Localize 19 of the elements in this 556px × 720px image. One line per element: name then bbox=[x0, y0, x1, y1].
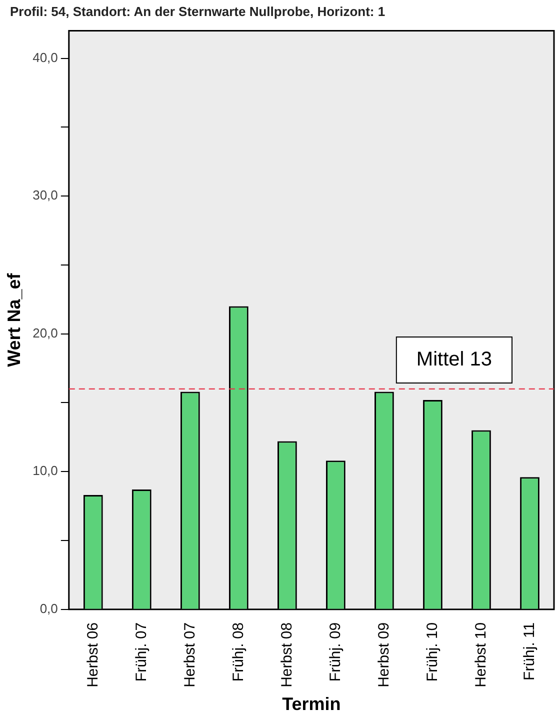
x-tick-label: Herbst 09 bbox=[375, 622, 392, 688]
x-tick-label: Frühj. 11 bbox=[520, 622, 538, 680]
x-tick-label: Herbst 08 bbox=[278, 622, 296, 688]
x-tick-label: Frühj. 09 bbox=[326, 622, 344, 682]
y-axis-title: Wert Na_ef bbox=[4, 272, 24, 367]
x-axis-title: Termin bbox=[282, 694, 341, 714]
y-tick-label: 40,0 bbox=[32, 50, 58, 65]
x-tick-label: Herbst 06 bbox=[84, 622, 102, 688]
y-tick-label: 10,0 bbox=[32, 463, 58, 478]
x-tick-label: Frühj. 08 bbox=[230, 622, 247, 682]
x-tick-label: Frühj. 07 bbox=[132, 622, 150, 682]
x-tick-label: Frühj. 10 bbox=[424, 622, 441, 682]
y-tick-label: 30,0 bbox=[32, 188, 58, 203]
y-tick-label: 0,0 bbox=[40, 600, 58, 616]
ref-line-label: Mittel 13 bbox=[416, 348, 492, 370]
x-tick-label: Herbst 07 bbox=[181, 622, 198, 688]
x-tick-label: Herbst 10 bbox=[472, 622, 490, 688]
chart-title: Profil: 54, Standort: An der Sternwarte Nullprobe, Horizont: 1 bbox=[10, 4, 386, 19]
y-tick-label: 20,0 bbox=[32, 325, 58, 340]
